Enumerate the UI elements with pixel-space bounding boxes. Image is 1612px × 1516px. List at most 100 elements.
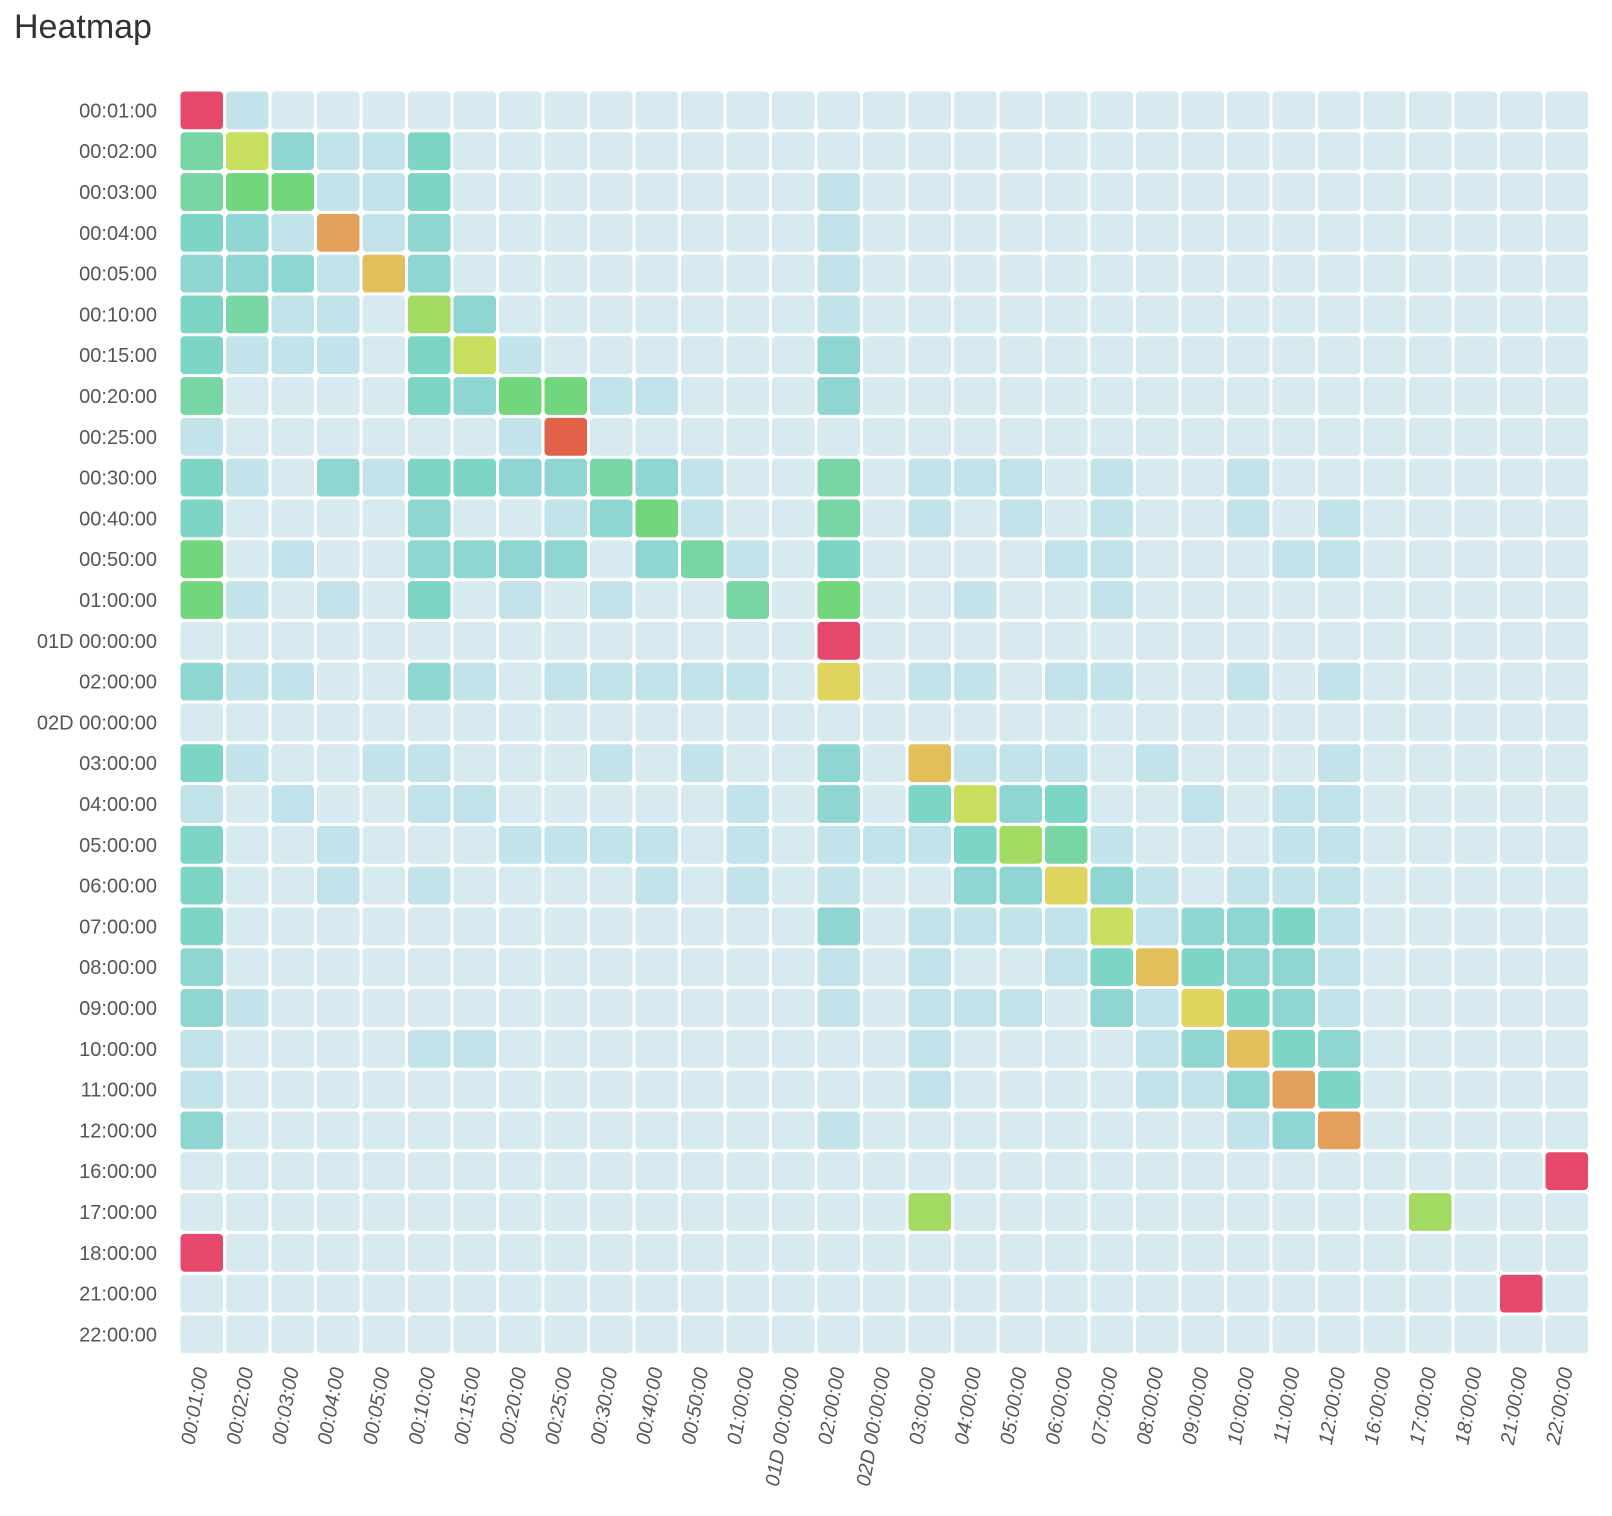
heatmap-cell: [453, 540, 496, 579]
heatmap-cell: [954, 907, 997, 946]
heatmap-cell: [453, 1193, 496, 1231]
heatmap-cell: [1272, 1152, 1315, 1191]
x-tick-label: 06:00:00: [1042, 1366, 1077, 1446]
heatmap-cell: [681, 254, 724, 293]
heatmap-cell: [271, 132, 314, 171]
heatmap-cell: [1363, 1029, 1406, 1068]
heatmap-cell: [954, 1233, 997, 1272]
heatmap-cell: [180, 336, 223, 375]
heatmap-cell: [1454, 948, 1497, 987]
x-tick-label: 00:15:00: [451, 1366, 486, 1446]
heatmap-cell: [681, 1070, 724, 1109]
heatmap-cell: [726, 458, 769, 497]
heatmap-cell: [317, 499, 360, 538]
heatmap-cell: [544, 662, 587, 701]
heatmap-cell: [863, 989, 906, 1027]
heatmap-cell: [1136, 785, 1179, 823]
y-tick-label: 00:10:00: [79, 304, 157, 326]
heatmap-cell: [1181, 91, 1224, 130]
heatmap-cell: [1454, 540, 1497, 579]
heatmap-cell: [271, 581, 314, 619]
heatmap-cell: [1363, 662, 1406, 701]
heatmap-cell: [1045, 1315, 1088, 1354]
heatmap-cell: [1363, 499, 1406, 538]
heatmap-cell: [590, 744, 633, 783]
heatmap-cell: [1227, 132, 1270, 171]
heatmap-cell: [590, 785, 633, 823]
heatmap-cell: [817, 499, 860, 538]
heatmap-cell: [817, 703, 860, 742]
heatmap-cell: [408, 785, 451, 823]
heatmap-cell: [1272, 703, 1315, 742]
heatmap-cell: [1136, 581, 1179, 619]
heatmap-cell: [908, 254, 951, 293]
heatmap-cell: [226, 132, 269, 171]
heatmap-cell: [1500, 1193, 1543, 1231]
heatmap-cell: [1318, 1070, 1361, 1109]
heatmap-cell: [1272, 989, 1315, 1027]
heatmap-cell: [1227, 1152, 1270, 1191]
heatmap-cell: [908, 825, 951, 864]
heatmap-cell: [1136, 132, 1179, 171]
heatmap-cell: [1272, 336, 1315, 375]
heatmap-cell: [362, 866, 405, 905]
x-tick-label: 08:00:00: [1133, 1366, 1168, 1446]
heatmap-cell: [726, 866, 769, 905]
heatmap-cell: [1545, 132, 1588, 171]
heatmap-cell: [1090, 132, 1133, 171]
heatmap-cell: [1545, 540, 1588, 579]
heatmap-cell: [1318, 499, 1361, 538]
heatmap-cell: [544, 91, 587, 130]
heatmap-cell: [590, 1233, 633, 1272]
heatmap-cell: [1500, 744, 1543, 783]
heatmap-cell: [362, 1029, 405, 1068]
heatmap-cell: [590, 1029, 633, 1068]
heatmap-cell: [908, 295, 951, 334]
heatmap-cell: [544, 744, 587, 783]
x-tick-label: 00:50:00: [678, 1366, 713, 1446]
heatmap-cell: [999, 254, 1042, 293]
heatmap-cell: [226, 1152, 269, 1191]
heatmap-cell: [1318, 866, 1361, 905]
heatmap-cell: [1272, 499, 1315, 538]
heatmap-cell: [908, 621, 951, 660]
heatmap-cell: [226, 785, 269, 823]
heatmap-cell: [1500, 1111, 1543, 1150]
heatmap-cell: [863, 744, 906, 783]
heatmap-cell: [1227, 662, 1270, 701]
heatmap-cell: [590, 948, 633, 987]
heatmap-cell: [1454, 703, 1497, 742]
heatmap-cell: [1136, 91, 1179, 130]
heatmap-cell: [1272, 1029, 1315, 1068]
heatmap-cell: [635, 744, 678, 783]
heatmap-cell: [1272, 866, 1315, 905]
heatmap-cell: [1227, 621, 1270, 660]
heatmap-cell: [362, 825, 405, 864]
heatmap-cell: [1045, 377, 1088, 415]
heatmap-cell: [453, 621, 496, 660]
heatmap-cell: [1545, 1233, 1588, 1272]
heatmap-cell: [726, 1233, 769, 1272]
heatmap-cell: [453, 458, 496, 497]
heatmap-cell: [772, 581, 815, 619]
heatmap-cell: [180, 458, 223, 497]
x-tick-label: 10:00:00: [1224, 1366, 1259, 1446]
heatmap-cell: [1181, 1233, 1224, 1272]
heatmap-cell: [453, 1111, 496, 1150]
heatmap-cell: [908, 1111, 951, 1150]
heatmap-cell: [317, 417, 360, 456]
heatmap-cell: [1090, 499, 1133, 538]
heatmap-cell: [1454, 458, 1497, 497]
heatmap-cell: [362, 213, 405, 252]
heatmap-cell: [1136, 907, 1179, 946]
heatmap-cell: [908, 1029, 951, 1068]
heatmap-cell: [1545, 662, 1588, 701]
x-tick-label: 00:40:00: [633, 1366, 668, 1446]
heatmap-cell: [1136, 417, 1179, 456]
heatmap-cell: [1090, 744, 1133, 783]
heatmap-cell: [1409, 785, 1452, 823]
heatmap-cell: [1409, 132, 1452, 171]
heatmap-cell: [681, 336, 724, 375]
heatmap-cell: [499, 295, 542, 334]
heatmap-cell: [772, 703, 815, 742]
